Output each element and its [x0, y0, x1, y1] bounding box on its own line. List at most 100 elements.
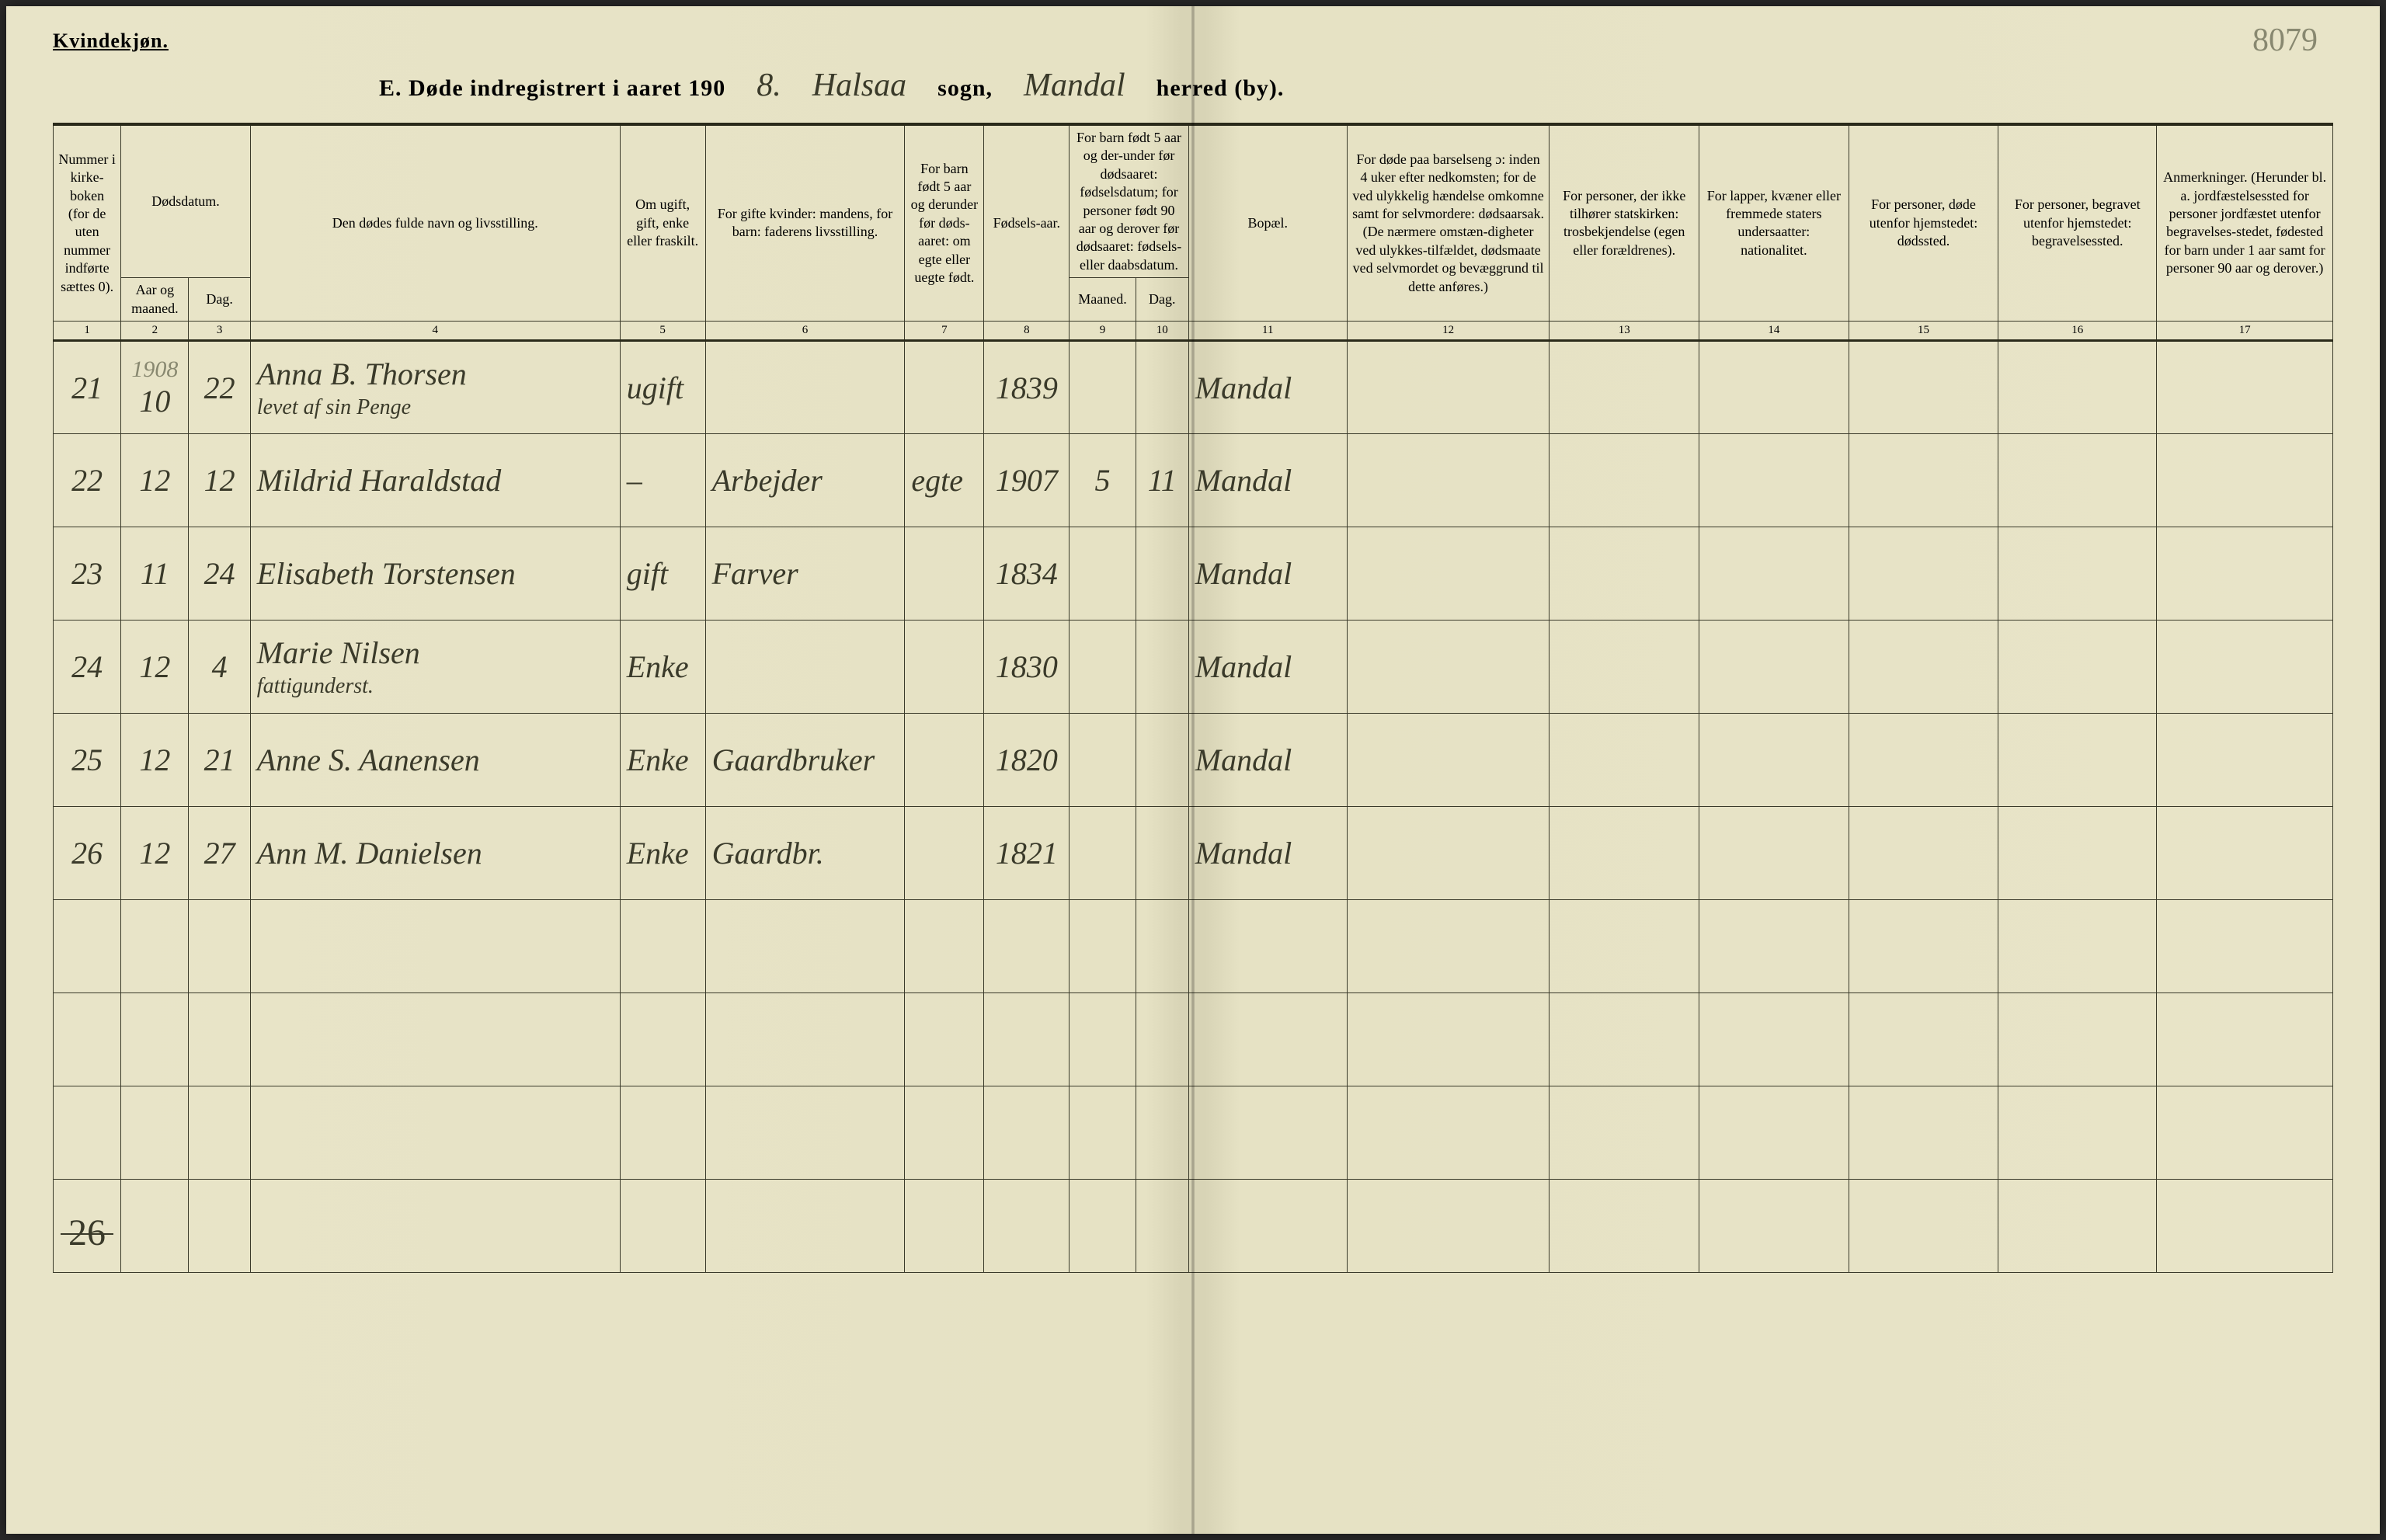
cell [1550, 993, 1699, 1086]
col-header: Dødsdatum. [121, 124, 251, 278]
ledger-page: 8079 Kvindekjøn. E. Døde indregistrert i… [6, 6, 2380, 1534]
col-num: 12 [1347, 321, 1550, 341]
cell [250, 1180, 620, 1273]
cell: 190810 [121, 341, 189, 434]
cell [1849, 527, 1998, 621]
page-title-row: E. Døde indregistrert i aaret 1908. Hals… [53, 67, 2333, 104]
col-num: 14 [1699, 321, 1849, 341]
cell [1347, 341, 1550, 434]
cell [189, 900, 250, 993]
cell [1136, 993, 1188, 1086]
cell: 12 [189, 434, 250, 527]
cell: Mandal [1188, 527, 1347, 621]
cell [905, 900, 984, 993]
cell [620, 1180, 705, 1273]
cell [984, 993, 1070, 1086]
cell [121, 993, 189, 1086]
cell: 1834 [984, 527, 1070, 621]
cell [121, 1180, 189, 1273]
cell [1188, 1086, 1347, 1180]
cell [1136, 900, 1188, 993]
cell [905, 621, 984, 714]
cell [620, 1086, 705, 1180]
cell [1070, 1180, 1136, 1273]
cell [620, 993, 705, 1086]
col-header: Anmerkninger. (Herunder bl. a. jordfæste… [2157, 124, 2333, 321]
cell [1699, 807, 1849, 900]
cell [189, 1180, 250, 1273]
table-row: 251221Anne S. AanensenEnkeGaardbruker182… [54, 714, 2333, 807]
col-num: 1 [54, 321, 121, 341]
cell [1188, 900, 1347, 993]
cell: Mandal [1188, 341, 1347, 434]
cell [905, 1180, 984, 1273]
col-num: 10 [1136, 321, 1188, 341]
cell [1070, 714, 1136, 807]
cell [1849, 993, 1998, 1086]
cell [2157, 714, 2333, 807]
cell [705, 993, 905, 1086]
cell [705, 1086, 905, 1180]
cell: 1830 [984, 621, 1070, 714]
sogn-label: sogn, [937, 75, 993, 102]
col-num: 6 [705, 321, 905, 341]
cell [1849, 714, 1998, 807]
col-header: Om ugift, gift, enke eller fraskilt. [620, 124, 705, 321]
col-subheader: Aar og maaned. [121, 278, 189, 322]
cell: 1839 [984, 341, 1070, 434]
cell [1550, 714, 1699, 807]
col-num: 15 [1849, 321, 1998, 341]
cell [705, 341, 905, 434]
cell: 22 [54, 434, 121, 527]
cell [1070, 527, 1136, 621]
page-number: 8079 [2252, 22, 2318, 59]
cell [1188, 993, 1347, 1086]
col-header: For personer, der ikke tilhører statskir… [1550, 124, 1699, 321]
col-num: 3 [189, 321, 250, 341]
cell [1347, 1180, 1550, 1273]
cell: Arbejder [705, 434, 905, 527]
cell [905, 341, 984, 434]
cell [250, 900, 620, 993]
cell [1347, 900, 1550, 993]
cell: Gaardbr. [705, 807, 905, 900]
year-suffix: 8. [756, 67, 781, 104]
col-num: 17 [2157, 321, 2333, 341]
cell: 26 [54, 807, 121, 900]
cell: 12 [121, 621, 189, 714]
col-num: 2 [121, 321, 189, 341]
cell [189, 993, 250, 1086]
cell: 12 [121, 807, 189, 900]
cell [1849, 621, 1998, 714]
col-num: 16 [1998, 321, 2157, 341]
cell: 23 [54, 527, 121, 621]
cell [54, 900, 121, 993]
cell [905, 993, 984, 1086]
table-row: 2119081022Anna B. Thorsenlevet af sin Pe… [54, 341, 2333, 434]
cell: Mandal [1188, 807, 1347, 900]
cell [905, 714, 984, 807]
cell: 21 [189, 714, 250, 807]
cell: 1821 [984, 807, 1070, 900]
cell [1136, 341, 1188, 434]
cell [1550, 341, 1699, 434]
cell [1136, 621, 1188, 714]
cell [1849, 900, 1998, 993]
cell [1998, 993, 2157, 1086]
cell [2157, 341, 2333, 434]
col-header: For døde paa barselseng ɔ: inden 4 uker … [1347, 124, 1550, 321]
cell [2157, 1086, 2333, 1180]
table-row [54, 993, 2333, 1086]
cell [1136, 1180, 1188, 1273]
col-header: Den dødes fulde navn og livsstilling. [250, 124, 620, 321]
cell: 24 [189, 527, 250, 621]
table-row [54, 1180, 2333, 1273]
cell: 11 [1136, 434, 1188, 527]
cell [1699, 1086, 1849, 1180]
cell [1347, 621, 1550, 714]
cell: Gaardbruker [705, 714, 905, 807]
cell: egte [905, 434, 984, 527]
cell: 22 [189, 341, 250, 434]
cell: Anne S. Aanensen [250, 714, 620, 807]
cell [1347, 807, 1550, 900]
